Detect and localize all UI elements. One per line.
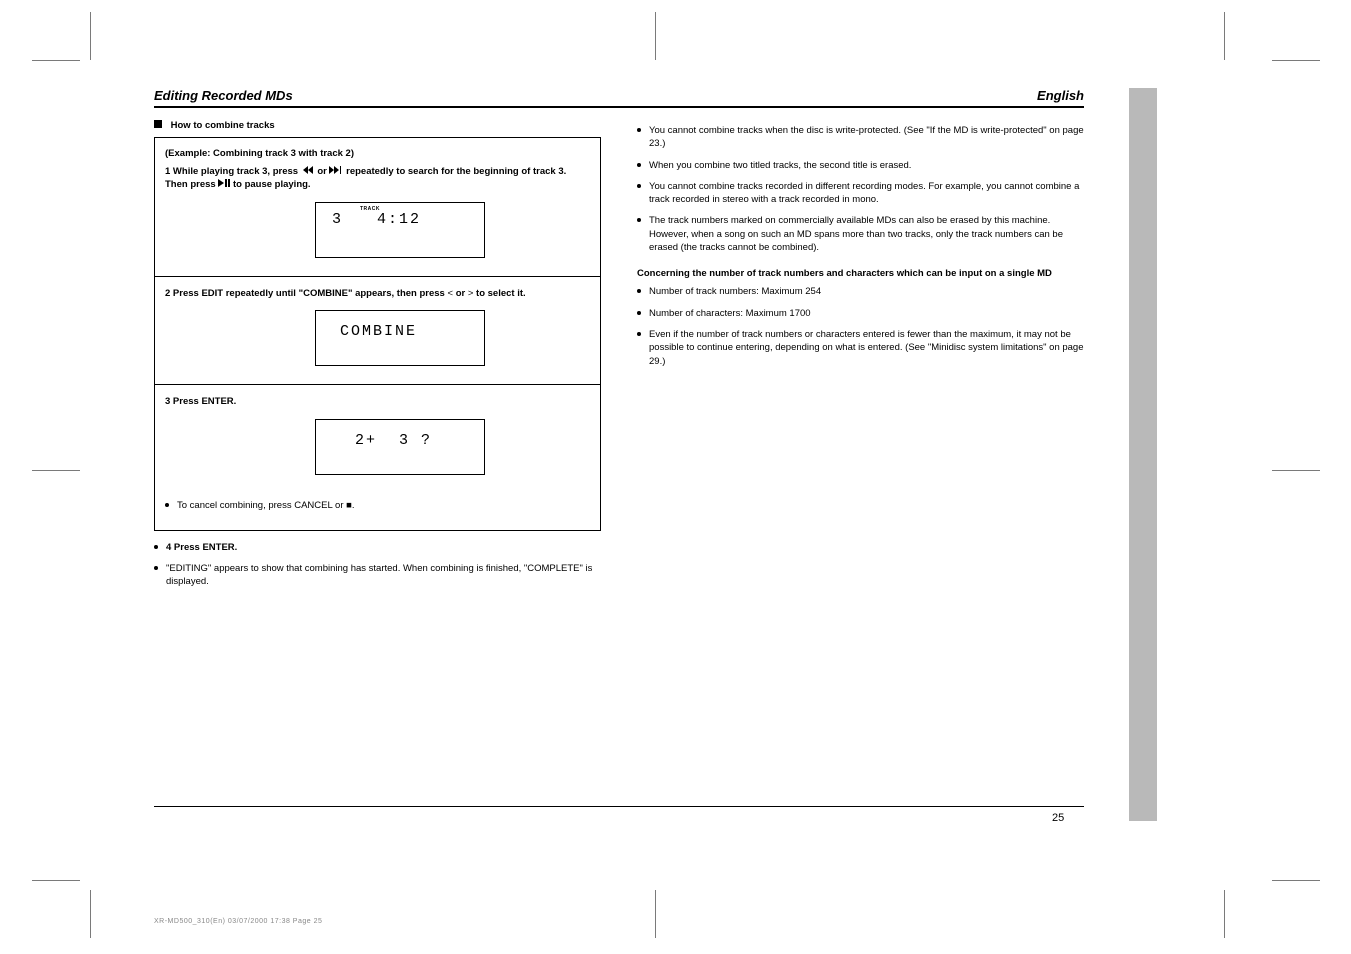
lcd-main-1: 3 4:12 — [332, 211, 421, 228]
crop-mark — [90, 890, 91, 938]
sidebar-tab — [1129, 88, 1157, 821]
crop-mark — [1272, 60, 1320, 61]
crop-mark — [1272, 880, 1320, 881]
footer-meta: XR-MD500_310(En) 03/07/2000 17:38 Page 2… — [154, 918, 322, 925]
right-subheading: Concerning the number of track numbers a… — [637, 268, 1084, 279]
crop-mark — [32, 880, 80, 881]
step-2: 2 Press EDIT repeatedly until "COMBINE" … — [154, 276, 601, 384]
section-title: Editing Recorded MDs — [154, 88, 293, 103]
lcd-display-1: TRACK 3 4:12 — [315, 202, 485, 258]
crop-mark — [655, 890, 656, 938]
step-1-title: (Example: Combining track 3 with track 2… — [165, 148, 590, 159]
crop-mark — [32, 60, 80, 61]
crop-mark — [655, 12, 656, 60]
list-item: "EDITING" appears to show that combining… — [154, 562, 601, 589]
lcd-display-3: 2+ 3 ? — [315, 419, 485, 475]
list-item: When you combine two titled tracks, the … — [637, 159, 1084, 172]
step-2-desc: 2 Press EDIT repeatedly until "COMBINE" … — [165, 287, 590, 300]
section-header: Editing Recorded MDs English — [154, 88, 1084, 108]
crop-mark — [32, 470, 80, 471]
page-content: Editing Recorded MDs English How to comb… — [154, 88, 1084, 597]
section-lang: English — [1037, 88, 1084, 103]
crop-mark — [1224, 12, 1225, 60]
list-item: Number of characters: Maximum 1700 — [637, 307, 1084, 320]
crop-mark — [1224, 890, 1225, 938]
step-3-note: To cancel combining, press CANCEL or ■. — [154, 493, 601, 531]
page-number: 25 — [1052, 812, 1064, 824]
step-3-desc: 3 Press ENTER. — [165, 395, 590, 408]
list-item: You cannot combine tracks when the disc … — [637, 124, 1084, 151]
crop-mark — [90, 12, 91, 60]
lcd-main-3: 2+ 3 ? — [344, 432, 432, 449]
step-1-desc: 1 While playing track 3, press or repeat… — [165, 165, 590, 192]
list-item: Even if the number of track numbers or c… — [637, 328, 1084, 368]
play-pause-icon — [218, 178, 230, 191]
list-item: 4 Press ENTER. — [154, 541, 601, 554]
lcd-main-2: COMBINE — [340, 323, 417, 340]
left-column: How to combine tracks (Example: Combinin… — [154, 120, 601, 597]
list-item: To cancel combining, press CANCEL or ■. — [165, 499, 590, 512]
lcd-display-2: COMBINE — [315, 310, 485, 366]
square-bullet-icon — [154, 120, 162, 128]
right-column: You cannot combine tracks when the disc … — [637, 120, 1084, 597]
crop-mark — [1272, 470, 1320, 471]
footer-rule — [154, 806, 1084, 807]
next-track-icon — [329, 165, 343, 178]
how-to-title: How to combine tracks — [154, 120, 601, 131]
list-item: Number of track numbers: Maximum 254 — [637, 285, 1084, 298]
step-3: 3 Press ENTER. 2+ 3 ? — [154, 384, 601, 492]
list-item: The track numbers marked on commercially… — [637, 214, 1084, 254]
right-chevron-icon: > — [468, 288, 474, 299]
list-item: You cannot combine tracks recorded in di… — [637, 180, 1084, 207]
step-1: (Example: Combining track 3 with track 2… — [154, 137, 601, 276]
left-chevron-icon: < — [447, 288, 453, 299]
prev-track-icon — [301, 165, 315, 178]
